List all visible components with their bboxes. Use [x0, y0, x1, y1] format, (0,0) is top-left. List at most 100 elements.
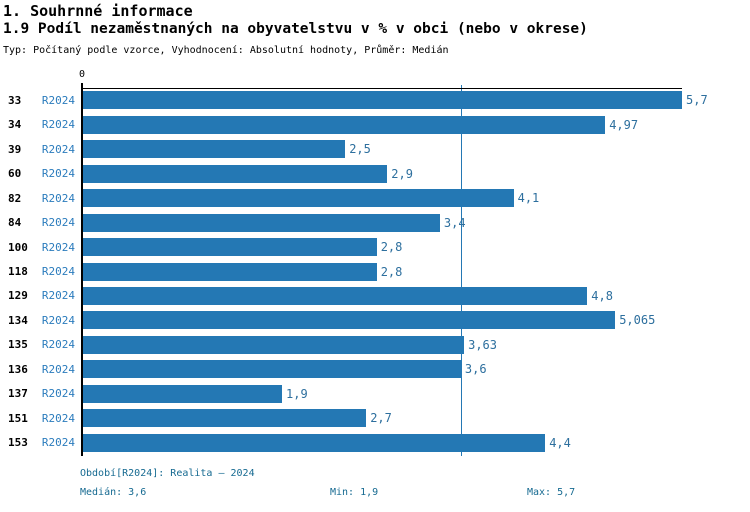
bar-value-label: 5,065 — [619, 313, 656, 328]
bar-chart: 0 33 R2024 5,7 34 R2024 4,97 39 R2024 2,5 60 R2024… — [0, 69, 750, 456]
row-category-label: 118 — [8, 265, 28, 279]
row-series-label: R2024 — [41, 240, 75, 254]
bar-value-label: 3,63 — [468, 337, 497, 352]
row-series-label: R2024 — [41, 265, 75, 279]
max-stat-label: Max: 5,7 — [527, 487, 576, 498]
bar — [82, 164, 388, 183]
y-axis-line — [81, 88, 83, 456]
row-series-label: R2024 — [41, 362, 75, 376]
row-category-label: 60 — [8, 167, 22, 181]
row-category-label: 135 — [8, 338, 28, 352]
row-category-label: 39 — [8, 142, 22, 156]
bar-row: 39 R2024 2,5 — [0, 137, 750, 161]
row-series-label: R2024 — [41, 167, 75, 181]
bar-row: 129 R2024 4,8 — [0, 284, 750, 308]
bar-value-label: 2,8 — [380, 264, 403, 279]
row-series-label: R2024 — [41, 387, 75, 401]
row-label-cell: 151 R2024 — [0, 412, 82, 425]
bar — [82, 238, 377, 257]
row-category-label: 134 — [8, 313, 28, 327]
bar-row: 151 R2024 2,7 — [0, 406, 750, 430]
min-stat-label: Min: 1,9 — [330, 487, 379, 498]
median-stat-label: Medián: 3,6 — [80, 487, 147, 498]
bar-value-label: 2,9 — [391, 166, 413, 181]
bar — [82, 286, 588, 305]
bar — [82, 189, 514, 208]
row-series-label: R2024 — [41, 436, 75, 450]
bar-value-label: 3,4 — [443, 215, 466, 230]
row-series-label: R2024 — [41, 93, 75, 107]
row-series-label: R2024 — [41, 411, 75, 425]
row-category-label: 33 — [8, 93, 22, 107]
bar-row: 34 R2024 4,97 — [0, 112, 750, 136]
row-category-label: 82 — [8, 191, 22, 205]
bar — [82, 335, 465, 354]
row-label-cell: 34 R2024 — [0, 118, 82, 131]
bar-row: 137 R2024 1,9 — [0, 382, 750, 406]
bar-row: 82 R2024 4,1 — [0, 186, 750, 210]
row-series-label: R2024 — [41, 118, 75, 132]
row-label-cell: 100 R2024 — [0, 241, 82, 254]
row-label-cell: 135 R2024 — [0, 338, 82, 351]
bar-row: 153 R2024 4,4 — [0, 431, 750, 455]
row-label-cell: 137 R2024 — [0, 387, 82, 400]
row-series-label: R2024 — [41, 338, 75, 352]
row-label-cell: 84 R2024 — [0, 216, 82, 229]
bar-row: 84 R2024 3,4 — [0, 210, 750, 234]
x-axis-zero-label: 0 — [78, 69, 86, 80]
row-category-label: 151 — [8, 411, 28, 425]
bar-row: 118 R2024 2,8 — [0, 259, 750, 283]
bar — [82, 409, 367, 428]
bar-value-label: 2,8 — [380, 240, 403, 255]
bar-value-label: 4,8 — [591, 288, 613, 303]
row-series-label: R2024 — [41, 216, 75, 230]
row-category-label: 129 — [8, 289, 28, 303]
row-label-cell: 39 R2024 — [0, 143, 82, 156]
bar-row: 100 R2024 2,8 — [0, 235, 750, 259]
bar-value-label: 2,5 — [349, 142, 371, 157]
row-label-cell: 33 R2024 — [0, 94, 82, 107]
row-category-label: 100 — [8, 240, 28, 254]
row-label-cell: 129 R2024 — [0, 289, 82, 302]
row-category-label: 136 — [8, 362, 28, 376]
bar-row: 134 R2024 5,065 — [0, 308, 750, 332]
period-label: Období[R2024]: Realita – 2024 — [80, 468, 255, 479]
bar-value-label: 4,4 — [549, 435, 571, 450]
bar-value-label: 5,7 — [686, 93, 708, 108]
row-series-label: R2024 — [41, 289, 75, 303]
bar — [82, 140, 346, 159]
row-series-label: R2024 — [41, 142, 75, 156]
row-label-cell: 134 R2024 — [0, 314, 82, 327]
row-category-label: 153 — [8, 436, 28, 450]
row-series-label: R2024 — [41, 313, 75, 327]
row-category-label: 137 — [8, 387, 28, 401]
bar — [82, 262, 377, 281]
bar — [82, 433, 546, 452]
bar-row: 33 R2024 5,7 — [0, 88, 750, 112]
bar-value-label: 2,7 — [370, 411, 392, 426]
row-label-cell: 60 R2024 — [0, 167, 82, 180]
row-category-label: 34 — [8, 118, 22, 132]
bar — [82, 360, 461, 379]
bar-row: 135 R2024 3,63 — [0, 333, 750, 357]
row-category-label: 84 — [8, 216, 22, 230]
bar — [82, 91, 682, 110]
bar-value-label: 4,97 — [609, 117, 639, 132]
bar-value-label: 1,9 — [286, 386, 308, 401]
bar-value-label: 4,1 — [517, 191, 540, 206]
report-section-title: 1. Souhrnné informace — [3, 2, 193, 20]
bar-row: 60 R2024 2,9 — [0, 161, 750, 185]
row-label-cell: 136 R2024 — [0, 363, 82, 376]
row-series-label: R2024 — [41, 191, 75, 205]
bar — [82, 311, 616, 330]
median-reference-line — [460, 85, 462, 456]
x-axis-line — [82, 88, 682, 89]
row-label-cell: 82 R2024 — [0, 192, 82, 205]
bar — [82, 213, 440, 232]
bar — [82, 384, 282, 403]
chart-title: 1.9 Podíl nezaměstnaných na obyvatelstvu… — [3, 21, 588, 37]
chart-settings-line: Typ: Počítaný podle vzorce, Vyhodnocení:… — [3, 45, 449, 56]
bar-row: 136 R2024 3,6 — [0, 357, 750, 381]
chart-rows: 33 R2024 5,7 34 R2024 4,97 39 R2024 2,5 60 R2024 2,… — [0, 88, 750, 455]
